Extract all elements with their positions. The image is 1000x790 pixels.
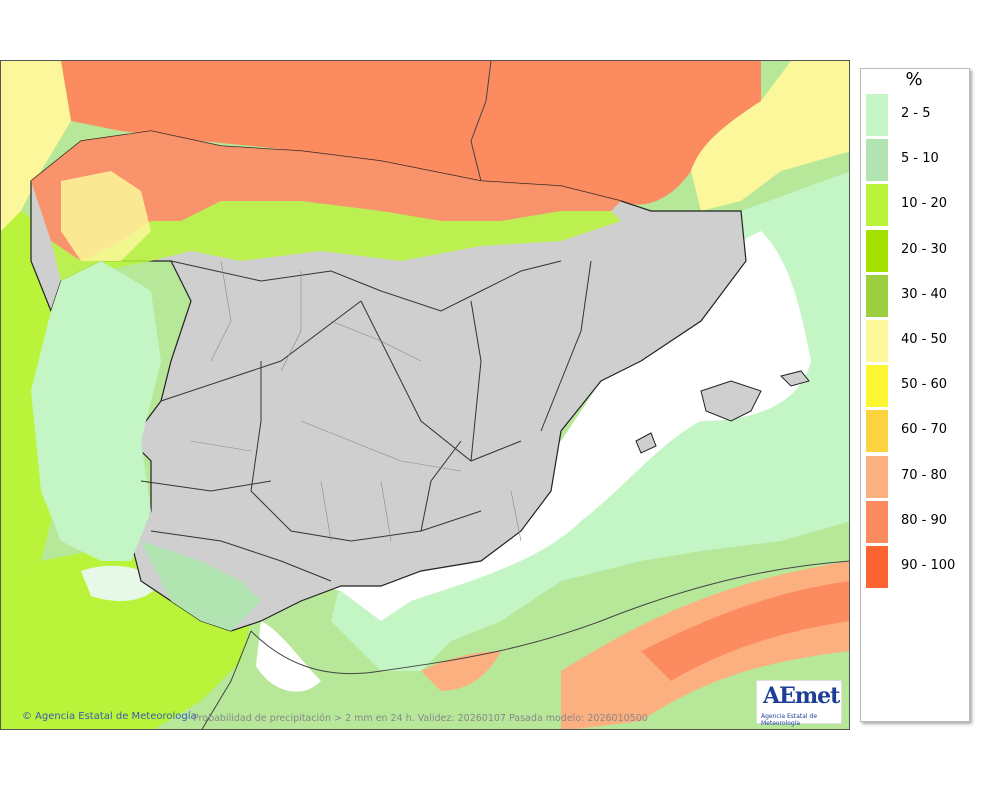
- map-canvas: [1, 61, 849, 729]
- legend-swatch: [866, 139, 888, 182]
- legend-swatch: [866, 94, 888, 136]
- legend-item: 2 - 5: [864, 94, 968, 136]
- legend-item: 70 - 80: [864, 455, 968, 498]
- legend-swatch: [866, 410, 888, 453]
- mallorca-island: [700, 380, 762, 422]
- legend-item: 50 - 60: [864, 365, 968, 408]
- map-caption: Probabilidad de precipitación > 2 mm en …: [193, 713, 648, 724]
- legend-swatch: [866, 500, 888, 543]
- legend-item: 40 - 50: [864, 320, 968, 362]
- legend-label: 70 - 80: [901, 467, 948, 483]
- north-coast-high-prob-land: [31, 131, 621, 261]
- legend-label: 80 - 90: [901, 512, 948, 528]
- legend-item: 60 - 70: [864, 410, 968, 453]
- france-border-line: [470, 61, 492, 182]
- legend-label: 30 - 40: [901, 286, 948, 302]
- portugal-west-light-land: [31, 261, 161, 561]
- cantabrian-sea-high-prob: [61, 61, 761, 205]
- region-borders: [140, 260, 592, 582]
- legend-panel: % 2 - 5 5 - 10 10 - 20 20 - 30 30 - 40 40 - 5…: [860, 68, 970, 722]
- legend-item: 80 - 90: [864, 500, 968, 543]
- andalusia-light-land: [141, 541, 261, 631]
- legend-item: 20 - 30: [864, 229, 968, 272]
- atlantic-yellow-band: [1, 61, 71, 231]
- legend-label: 60 - 70: [901, 422, 948, 438]
- legend-swatch: [866, 455, 888, 498]
- legend-swatch: [866, 274, 888, 317]
- map-credit: © Agencia Estatal de Meteorología: [22, 711, 197, 722]
- logo-subtitle: Agencia Estatal de Meteorología: [761, 713, 818, 727]
- legend-swatch: [866, 184, 888, 227]
- south-red-band: [641, 581, 849, 681]
- legend-swatch: [866, 320, 888, 362]
- legend-swatch: [866, 365, 888, 408]
- legend-item: 5 - 10: [864, 139, 968, 182]
- iberian-peninsula-land: [30, 130, 747, 632]
- legend-swatch: [866, 229, 888, 272]
- legend-label: 5 - 10: [901, 151, 939, 167]
- legend-label: 20 - 30: [901, 241, 948, 257]
- province-borders: [190, 260, 522, 542]
- northeast-yellow-band: [691, 61, 849, 211]
- legend-item: 10 - 20: [864, 184, 968, 227]
- credit-text: Agencia Estatal de Meteorología: [35, 711, 197, 722]
- legend-item: 30 - 40: [864, 274, 968, 317]
- legend-item: 90 - 100: [864, 546, 968, 588]
- aemet-logo: AEmet Agencia Estatal de Meteorología: [756, 680, 842, 727]
- legend-unit: %: [905, 69, 923, 90]
- copyright-icon: ©: [22, 711, 32, 722]
- legend-label: 40 - 50: [901, 332, 948, 347]
- legend-label: 10 - 20: [901, 196, 948, 212]
- legend-label: 2 - 5: [901, 106, 931, 121]
- alboran-clear-area: [256, 621, 321, 692]
- galicia-yellow-patch: [61, 171, 151, 261]
- legend-swatch: [866, 546, 888, 588]
- north-green-transition: [51, 201, 621, 281]
- menorca-island: [780, 370, 810, 387]
- morocco-border-line: [201, 630, 252, 729]
- logo-text: AEmet: [763, 683, 840, 709]
- legend-label: 90 - 100: [901, 558, 956, 573]
- precipitation-probability-map: [0, 60, 850, 730]
- africa-coast-line: [250, 560, 849, 675]
- alboran-orange-patch: [421, 651, 501, 691]
- legend-label: 50 - 60: [901, 377, 948, 393]
- ibiza-island: [635, 432, 657, 454]
